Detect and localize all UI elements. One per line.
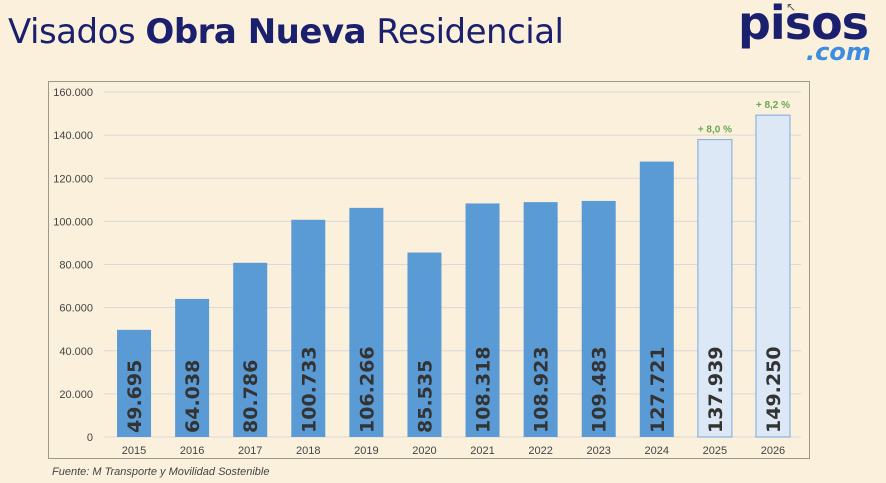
x-tick-label: 2021 [470,445,494,457]
logo-sub-text: .com [806,38,871,66]
source-note: Fuente: M Transporte y Movilidad Sosteni… [52,466,270,478]
x-tick-label: 2024 [645,445,669,457]
bar-value-label: 108.318 [473,346,495,433]
data-bar [639,161,674,437]
data-bar [465,203,500,437]
bar-value-label: 85.535 [414,360,436,433]
data-bar [407,252,442,437]
page-title: Visados Obra Nueva Residencial [8,12,564,52]
x-tick-label: 2017 [238,445,262,457]
bar-value-label: 127.721 [647,346,669,433]
bar-value-label: 108.923 [531,346,553,433]
pisos-logo: pisos .com [736,0,876,70]
y-tick-label: 80.000 [59,260,93,272]
x-tick-label: 2016 [180,445,204,457]
x-tick-label: 2019 [354,445,378,457]
y-tick-label: 20.000 [59,389,93,401]
y-tick-label: 0 [87,432,93,444]
bar-value-label: 149.250 [763,346,785,433]
data-bar [349,207,384,437]
y-tick-label: 60.000 [59,303,93,315]
data-bar [175,298,210,437]
x-tick-label: 2018 [296,445,320,457]
mouse-cursor-icon: ↖ [786,0,797,14]
data-bar [581,200,616,437]
y-tick-label: 100.000 [53,216,93,228]
y-tick-label: 160.000 [53,87,93,99]
bar-value-label: 80.786 [240,360,262,433]
y-tick-label: 40.000 [59,346,93,358]
x-tick-label: 2023 [586,445,610,457]
data-bar [117,329,152,437]
bar-value-label: 49.695 [124,360,146,433]
data-bar [291,219,326,437]
y-tick-label: 120.000 [53,173,93,185]
growth-annotation: + 8,2 % [756,100,790,111]
x-tick-label: 2025 [703,445,727,457]
y-tick-label: 140.000 [53,130,93,142]
logo-main-text: pisos [738,0,869,50]
forecast-bar [755,114,791,438]
bar-value-label: 137.939 [705,346,727,433]
growth-annotation: + 8,0 % [698,125,732,136]
chart-frame: 0 20.000 40.000 60.000 80.000 100.000 120.000 1… [48,81,810,459]
bar-value-label: 100.733 [298,346,320,433]
bar-value-label: 106.266 [356,346,378,433]
x-tick-label: 2015 [122,445,146,457]
data-bar [233,262,268,437]
x-tick-label: 2022 [528,445,552,457]
data-bar [523,202,558,437]
bar-chart: 0 20.000 40.000 60.000 80.000 100.000 120.000 1… [53,87,801,457]
x-tick-label: 2020 [412,445,436,457]
bar-value-label: 109.483 [589,346,611,433]
x-tick-label: 2026 [761,445,785,457]
bar-value-label: 64.038 [182,360,204,433]
forecast-bar [697,138,733,438]
